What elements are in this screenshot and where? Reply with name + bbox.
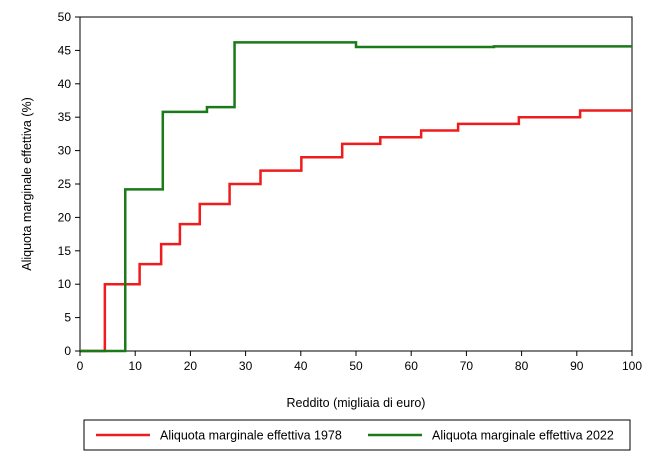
x-axis-ticks: 0 10 20 30 40 50 60 70 80 90 100 xyxy=(77,351,642,373)
y-tick-label: 0 xyxy=(64,344,71,358)
x-tick-label: 80 xyxy=(515,359,529,373)
x-tick-label: 70 xyxy=(460,359,474,373)
x-tick-label: 50 xyxy=(349,359,363,373)
series-layer xyxy=(80,41,632,353)
y-tick-label: 45 xyxy=(58,43,72,57)
x-tick-label: 0 xyxy=(77,359,84,373)
legend: Aliquota marginale effettiva 1978 Aliquo… xyxy=(83,419,631,451)
y-tick-label: 5 xyxy=(64,311,71,325)
y-tick-label: 35 xyxy=(58,110,72,124)
series-line-1 xyxy=(80,41,632,353)
plot-area: 0 10 20 30 40 50 60 70 80 90 100 0 5 10 15 20 25 30 35 40 4… xyxy=(58,10,643,373)
y-axis-label: Aliquota marginale effettiva (%) xyxy=(20,97,34,270)
y-tick-label: 20 xyxy=(58,210,72,224)
series-line-0 xyxy=(80,109,632,353)
y-tick-label: 40 xyxy=(58,77,72,91)
x-tick-label: 30 xyxy=(239,359,253,373)
x-axis-label: Reddito (migliaia di euro) xyxy=(287,396,426,410)
y-tick-label: 30 xyxy=(58,144,72,158)
x-tick-label: 40 xyxy=(294,359,308,373)
y-axis-ticks: 0 5 10 15 20 25 30 35 40 45 50 xyxy=(58,10,80,358)
x-tick-label: 10 xyxy=(129,359,143,373)
legend-box xyxy=(83,419,631,451)
legend-label-2022: Aliquota marginale effettiva 2022 xyxy=(432,429,614,443)
x-tick-label: 100 xyxy=(622,359,642,373)
legend-label-1978: Aliquota marginale effettiva 1978 xyxy=(160,429,342,443)
y-tick-label: 10 xyxy=(58,277,72,291)
y-tick-label: 15 xyxy=(58,244,72,258)
x-tick-label: 60 xyxy=(405,359,419,373)
x-tick-label: 90 xyxy=(570,359,584,373)
x-tick-label: 20 xyxy=(184,359,198,373)
y-tick-label: 50 xyxy=(58,10,72,24)
y-tick-label: 25 xyxy=(58,177,72,191)
